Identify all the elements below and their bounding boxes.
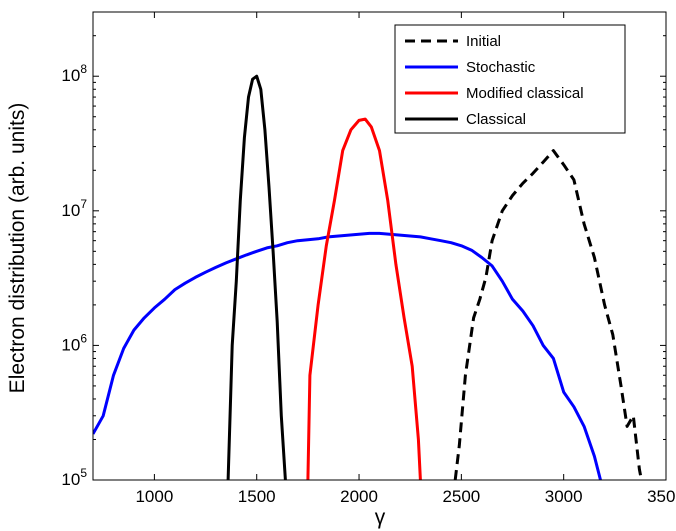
x-tick-label: 3000 (545, 487, 583, 506)
legend-box (394, 24, 626, 134)
legend-label-stochastic: Stochastic (466, 59, 536, 76)
x-axis-label: γ (375, 506, 386, 529)
x-tick-label: 1000 (135, 487, 173, 506)
legend-label-initial: Initial (466, 33, 501, 50)
y-tick-label: 106 (61, 331, 87, 354)
x-tick-label: 2000 (340, 487, 378, 506)
y-axis-label: Electron distribution (arb. units) (6, 103, 29, 394)
y-tick-label: 108 (61, 62, 87, 85)
x-tick-label: 2500 (442, 487, 480, 506)
legend-label-modified-classical: Modified classical (466, 85, 584, 102)
legend-label-classical: Classical (466, 111, 526, 128)
legend: Initial Stochastic Modified classical Class… (394, 24, 626, 134)
series-layer (93, 74, 643, 480)
series-stochastic-line (93, 231, 602, 480)
series-classical-line (226, 74, 287, 480)
series-modified-classical-line (306, 117, 422, 480)
ticks-layer: 1000 1500 2000 2500 3000 3500 105 106 107 108 (61, 11, 676, 506)
series-initial-line (453, 149, 643, 480)
plot-frame (92, 11, 667, 481)
x-tick-label: 1500 (238, 487, 276, 506)
x-tick-label: 3500 (647, 487, 676, 506)
y-tick-label: 107 (61, 197, 87, 220)
y-tick-label: 105 (61, 466, 87, 489)
